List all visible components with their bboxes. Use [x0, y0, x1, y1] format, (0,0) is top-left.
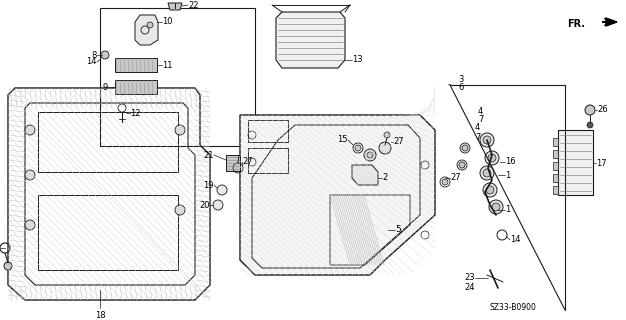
Bar [115, 58, 157, 72]
Text: 27: 27 [393, 138, 404, 147]
Bar [553, 150, 558, 158]
Text: 1: 1 [505, 205, 510, 214]
Text: 24: 24 [464, 283, 475, 292]
Text: 8: 8 [91, 51, 97, 60]
Bar [100, 8, 255, 146]
Text: 27: 27 [242, 157, 253, 166]
Text: 9: 9 [103, 83, 108, 92]
Text: 12: 12 [130, 108, 140, 117]
Polygon shape [352, 165, 378, 185]
Polygon shape [135, 15, 158, 45]
Text: 7: 7 [478, 116, 483, 124]
Circle shape [364, 149, 376, 161]
Text: 3: 3 [458, 76, 463, 84]
Text: 26: 26 [597, 106, 608, 115]
Bar [558, 130, 593, 195]
Circle shape [355, 145, 361, 151]
Text: 10: 10 [162, 18, 173, 27]
Text: 13: 13 [352, 55, 362, 65]
Circle shape [462, 145, 468, 151]
Circle shape [147, 22, 153, 28]
Circle shape [483, 183, 497, 197]
Bar [248, 148, 288, 173]
Circle shape [485, 151, 499, 165]
Text: 14: 14 [510, 236, 520, 244]
Bar [553, 174, 558, 182]
Circle shape [25, 220, 35, 230]
Bar [553, 138, 558, 146]
Text: 7: 7 [475, 133, 480, 142]
Text: 20: 20 [200, 201, 210, 210]
Text: 27: 27 [450, 173, 461, 182]
Circle shape [488, 154, 496, 162]
Bar [553, 186, 558, 194]
Text: 6: 6 [458, 84, 463, 92]
Text: 17: 17 [596, 158, 607, 167]
Polygon shape [606, 18, 617, 26]
Polygon shape [115, 80, 157, 94]
Circle shape [459, 162, 465, 168]
Text: 14: 14 [86, 58, 97, 67]
Circle shape [4, 262, 12, 270]
Text: 4: 4 [478, 108, 483, 116]
Circle shape [217, 185, 227, 195]
Bar [38, 112, 178, 172]
Circle shape [213, 200, 223, 210]
Polygon shape [276, 12, 345, 68]
Text: 11: 11 [162, 60, 173, 69]
Text: 4: 4 [475, 124, 480, 132]
Bar [553, 162, 558, 170]
Bar [38, 195, 178, 270]
Circle shape [442, 179, 448, 185]
Circle shape [489, 200, 503, 214]
Circle shape [101, 51, 109, 59]
Circle shape [483, 136, 491, 144]
Circle shape [379, 142, 391, 154]
Circle shape [175, 205, 185, 215]
Circle shape [25, 125, 35, 135]
Circle shape [384, 132, 390, 138]
Text: 22: 22 [188, 1, 198, 10]
Circle shape [480, 166, 494, 180]
Circle shape [585, 105, 595, 115]
Circle shape [367, 152, 373, 158]
Bar [248, 120, 288, 142]
Text: 23: 23 [464, 274, 475, 283]
Text: 18: 18 [95, 310, 105, 319]
Text: 5: 5 [395, 226, 401, 235]
Text: 16: 16 [505, 157, 516, 166]
Circle shape [483, 169, 491, 177]
Text: 1: 1 [505, 171, 510, 180]
Circle shape [175, 125, 185, 135]
Polygon shape [240, 115, 435, 275]
Text: 15: 15 [337, 135, 348, 145]
Text: SZ33-B0900: SZ33-B0900 [490, 303, 537, 313]
Circle shape [460, 143, 470, 153]
Text: 19: 19 [203, 180, 214, 189]
Text: 2: 2 [382, 173, 387, 182]
Polygon shape [168, 3, 182, 10]
Text: 21: 21 [203, 150, 214, 159]
Circle shape [492, 203, 500, 211]
Circle shape [486, 186, 494, 194]
Circle shape [587, 122, 593, 128]
Text: FR.: FR. [567, 19, 585, 29]
Circle shape [480, 133, 494, 147]
Circle shape [457, 160, 467, 170]
Circle shape [25, 170, 35, 180]
Bar [226, 155, 240, 171]
